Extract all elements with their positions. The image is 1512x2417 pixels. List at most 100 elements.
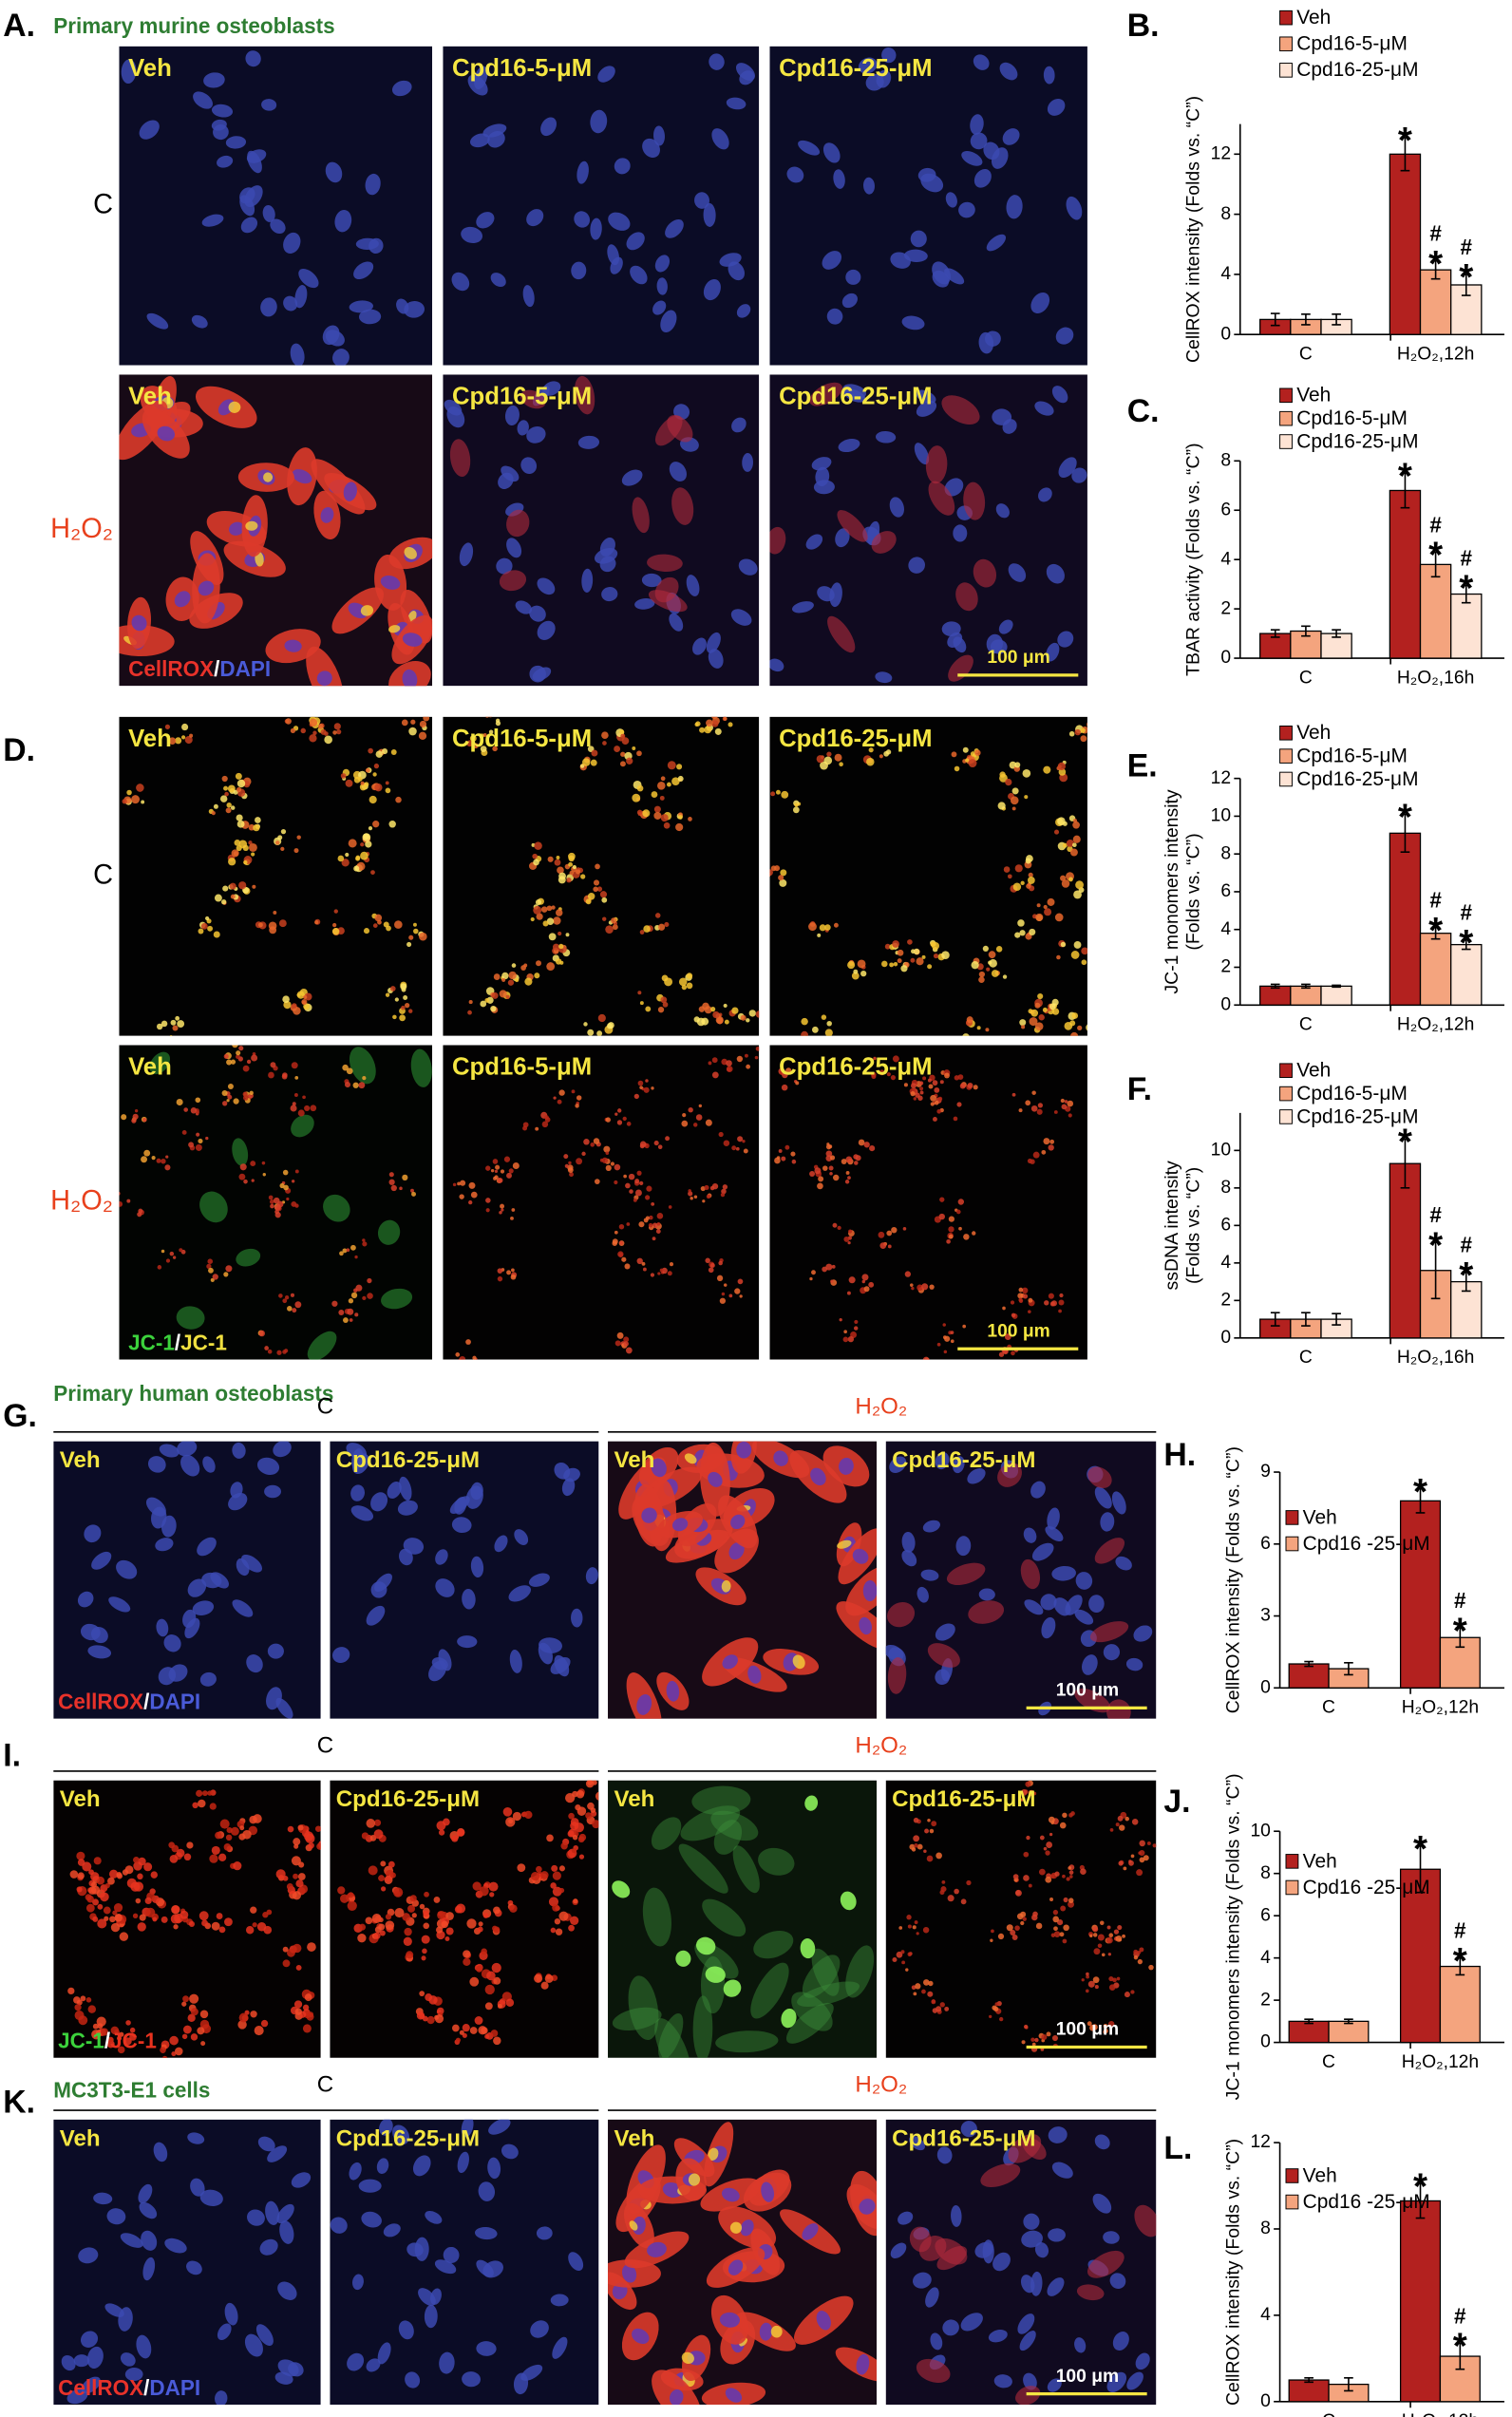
micrograph-bg xyxy=(769,716,1087,1036)
speckle xyxy=(947,1895,954,1902)
speckle xyxy=(287,1948,295,1957)
cell xyxy=(680,1805,741,1841)
speckle xyxy=(991,1929,994,1934)
speckle xyxy=(132,1113,139,1120)
cell xyxy=(710,1810,759,1841)
speckle xyxy=(1139,1840,1145,1847)
highlight xyxy=(360,605,374,616)
speckle xyxy=(508,1168,514,1174)
speckle xyxy=(285,718,292,725)
speckle xyxy=(358,1082,366,1089)
speckle xyxy=(924,1828,929,1834)
speckle xyxy=(936,2006,942,2012)
cell xyxy=(149,1051,171,1075)
nucleus xyxy=(451,1517,472,1534)
speckle xyxy=(698,1006,706,1012)
speckle xyxy=(340,773,347,779)
speckle xyxy=(1045,1850,1050,1856)
nucleus xyxy=(526,426,546,444)
y-tick-label: 10 xyxy=(1250,1820,1271,1841)
bar xyxy=(1389,1162,1422,1339)
speckle xyxy=(822,1165,828,1171)
y-tick-label: 10 xyxy=(1211,1139,1232,1160)
speckle xyxy=(643,925,651,933)
speckle xyxy=(308,2011,314,2018)
speckle xyxy=(170,1914,180,1924)
speckle xyxy=(332,730,337,735)
micrograph xyxy=(443,46,760,366)
speckle xyxy=(324,731,329,736)
speckle xyxy=(373,763,380,769)
speckle xyxy=(641,1261,646,1266)
nucleus xyxy=(953,524,968,542)
speckle xyxy=(866,757,875,766)
speckle xyxy=(1024,795,1029,800)
speckle xyxy=(363,833,369,840)
speckle xyxy=(437,1911,446,1920)
speckle xyxy=(310,1105,317,1112)
speckle xyxy=(900,965,908,972)
speckle xyxy=(558,1911,569,1921)
speckle xyxy=(134,1108,139,1113)
speckle xyxy=(381,1886,387,1892)
x-tick-label: C xyxy=(1322,2051,1335,2072)
speckle xyxy=(991,970,999,977)
speckle xyxy=(556,909,563,916)
speckle xyxy=(171,2051,177,2057)
nucleus xyxy=(187,1578,207,1597)
speckle xyxy=(274,1212,281,1218)
y-tick-label: 3 xyxy=(1260,1605,1271,1626)
micrograph xyxy=(885,1441,1157,1719)
speckle xyxy=(737,1278,744,1285)
speckle xyxy=(406,1951,414,1959)
bright-spot xyxy=(804,1795,819,1811)
highlight xyxy=(770,2325,783,2338)
column-label: Cpd16-25-μM xyxy=(779,726,932,752)
speckle xyxy=(308,1842,314,1849)
speckle xyxy=(809,1276,813,1281)
legend-swatch xyxy=(1285,1879,1299,1896)
cell xyxy=(916,2358,951,2383)
nucleus xyxy=(241,1554,263,1573)
speckle xyxy=(1058,1299,1065,1306)
speckle xyxy=(728,722,733,727)
error-bar xyxy=(1415,2182,1426,2219)
speckle xyxy=(869,1145,876,1152)
speckle xyxy=(1034,1022,1044,1030)
speckle xyxy=(492,746,498,752)
stain-part: DAPI xyxy=(149,2376,200,2400)
speckle xyxy=(182,2025,192,2034)
speckle xyxy=(230,805,236,810)
speckle xyxy=(929,1828,935,1834)
speckle xyxy=(950,1339,954,1344)
speckle xyxy=(145,1907,156,1917)
speckle xyxy=(775,789,781,795)
speckle xyxy=(156,1158,161,1163)
speckle xyxy=(390,749,397,755)
speckle xyxy=(238,1173,246,1180)
error-bar xyxy=(1332,629,1341,638)
speckle xyxy=(502,1807,513,1817)
speckle xyxy=(296,991,305,999)
speckle xyxy=(264,1346,269,1350)
speckle xyxy=(385,1920,395,1931)
speckle xyxy=(1011,1350,1015,1356)
cell xyxy=(612,2007,662,2030)
speckle xyxy=(116,1873,123,1879)
speckle xyxy=(1030,2037,1035,2042)
speckle xyxy=(497,1178,503,1183)
nucleus xyxy=(142,2256,156,2281)
speckle xyxy=(706,1194,711,1199)
speckle xyxy=(614,746,621,753)
error-bar xyxy=(1430,926,1441,940)
speckle xyxy=(723,1003,728,1009)
speckle xyxy=(653,805,661,813)
speckle xyxy=(1068,730,1075,737)
nucleus xyxy=(973,54,990,70)
speckle xyxy=(465,1339,471,1345)
speckle xyxy=(214,894,222,902)
stain-part: JC-1 xyxy=(128,1331,175,1354)
nucleus xyxy=(1103,1644,1121,1661)
speckle xyxy=(218,1926,226,1934)
speckle xyxy=(617,1251,624,1257)
